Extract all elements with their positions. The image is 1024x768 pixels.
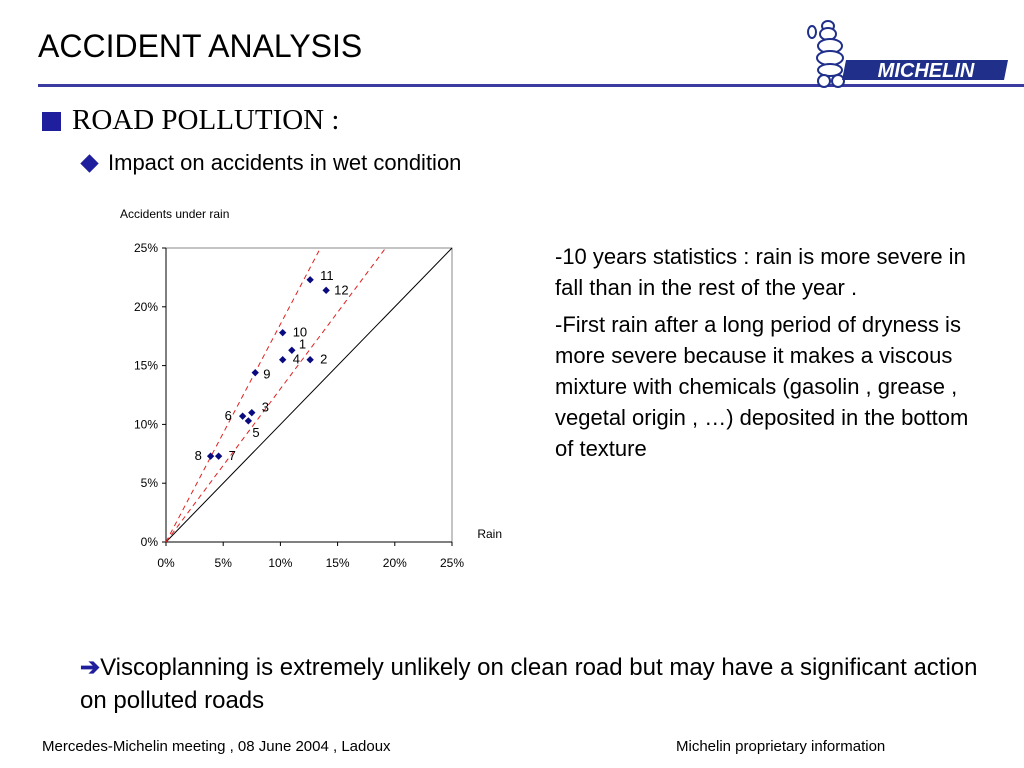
y-tick-label: 10% [134, 417, 158, 431]
data-point-label: 1 [299, 336, 306, 351]
x-tick-label: 0% [157, 556, 175, 570]
data-point-label: 6 [225, 408, 232, 423]
data-point-label: 10 [293, 325, 307, 340]
notes-panel: -10 years statistics : rain is more seve… [555, 241, 985, 470]
data-point [306, 356, 314, 364]
x-tick-label: 10% [268, 556, 292, 570]
data-point [244, 417, 253, 425]
chart-title: Accidents under rain [120, 207, 229, 221]
data-point [279, 356, 287, 364]
y-tick-label: 5% [141, 476, 159, 490]
data-point [214, 452, 223, 460]
logo-text: MICHELIN [878, 60, 975, 82]
x-tick-label: 25% [440, 556, 464, 570]
conclusion-text: Viscoplanning is extremely unlikely on c… [80, 654, 978, 714]
bullet-impact: Impact on accidents in wet condition [80, 150, 461, 176]
bullet-road-pollution: ROAD POLLUTION : [42, 104, 339, 137]
y-tick-label: 25% [134, 241, 158, 255]
footer-meeting: Mercedes-Michelin meeting , 08 June 2004… [42, 738, 391, 755]
data-point-label: 2 [320, 352, 327, 367]
data-point-label: 12 [334, 282, 348, 297]
bullet-road-pollution-text: ROAD POLLUTION : [72, 104, 340, 136]
trend-line [165, 247, 387, 543]
bibendum-icon [807, 20, 845, 88]
diamond-bullet-icon [80, 153, 99, 173]
data-point-label: 7 [229, 448, 236, 463]
y-tick-label: 20% [134, 300, 158, 314]
y-tick-label: 0% [141, 535, 159, 549]
note-first-rain: -First rain after a long period of dryne… [555, 312, 969, 461]
slide-title: ACCIDENT ANALYSIS [38, 28, 363, 64]
x-tick-label: 20% [383, 556, 407, 570]
trend-line [165, 247, 321, 543]
data-point-label: 5 [252, 425, 259, 440]
data-point-label: 8 [195, 448, 202, 463]
michelin-logo: MICHELIN [807, 20, 1008, 88]
y-tick-label: 15% [134, 359, 158, 373]
note-statistics: -10 years statistics : rain is more seve… [555, 244, 966, 300]
conclusion: ➔Viscoplanning is extremely unlikely on … [80, 651, 980, 717]
data-point [322, 286, 330, 295]
data-point-label: 9 [263, 367, 270, 382]
x-tick-label: 15% [326, 556, 350, 570]
data-point [206, 452, 215, 460]
reference-line [165, 247, 453, 543]
data-point-label: 3 [262, 400, 269, 415]
footer-proprietary: Michelin proprietary information [676, 738, 886, 755]
data-point [288, 346, 296, 354]
data-point-label: 11 [320, 268, 334, 283]
data-point [238, 412, 247, 420]
data-point [248, 408, 256, 417]
bullet-impact-text: Impact on accidents in wet condition [108, 150, 462, 175]
title-divider [38, 84, 1024, 87]
data-point [251, 368, 259, 377]
scatter-chart: Accidents under rain 0% 0% 5% 5% 10% 10% 15% 15%… [120, 207, 502, 570]
x-tick-label: 5% [215, 556, 233, 570]
arrow-icon: ➔ [80, 654, 101, 681]
data-point [279, 328, 287, 337]
data-point [306, 276, 314, 284]
x-axis-label: Rain [477, 527, 502, 541]
square-bullet-icon [42, 112, 61, 131]
data-point-label: 4 [293, 352, 300, 367]
